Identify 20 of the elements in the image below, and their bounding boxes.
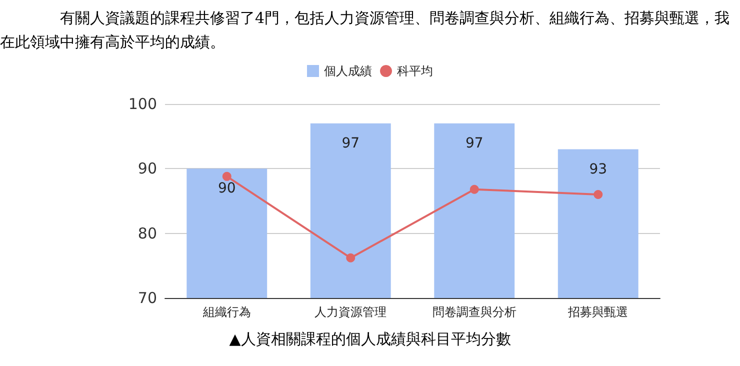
data-label: 97 bbox=[342, 135, 360, 152]
data-label: 97 bbox=[465, 135, 484, 152]
point bbox=[222, 172, 232, 181]
x-tick-label: 問卷調查與分析 bbox=[432, 305, 516, 319]
x-tick-label: 人力資源管理 bbox=[314, 305, 387, 319]
text: ▲人資相關課程的個人成績與科目平均分數 bbox=[228, 330, 512, 349]
y-tick-label: 70 bbox=[138, 289, 157, 307]
point bbox=[346, 253, 356, 262]
legend-label: 個人成績 bbox=[324, 64, 372, 78]
y-tick-label: 80 bbox=[138, 224, 157, 242]
data-label: 93 bbox=[589, 161, 608, 178]
point bbox=[470, 184, 479, 194]
chart-title: 有關人資議題的課程共修習了4門，包括人力資源管理、問卷調查與分析、組織行為、招募與甄選，我在此領域中擁有高於平均的成績。 bbox=[0, 8, 731, 53]
legend-label: 科平均 bbox=[397, 64, 433, 78]
point bbox=[594, 190, 603, 200]
y-tick-label: 90 bbox=[138, 160, 157, 178]
x-tick-label: 招募與甄選 bbox=[567, 305, 628, 319]
y-tick-label: 100 bbox=[128, 95, 157, 113]
x-tick-label: 組織行為 bbox=[202, 305, 251, 319]
data-label: 90 bbox=[218, 180, 236, 197]
